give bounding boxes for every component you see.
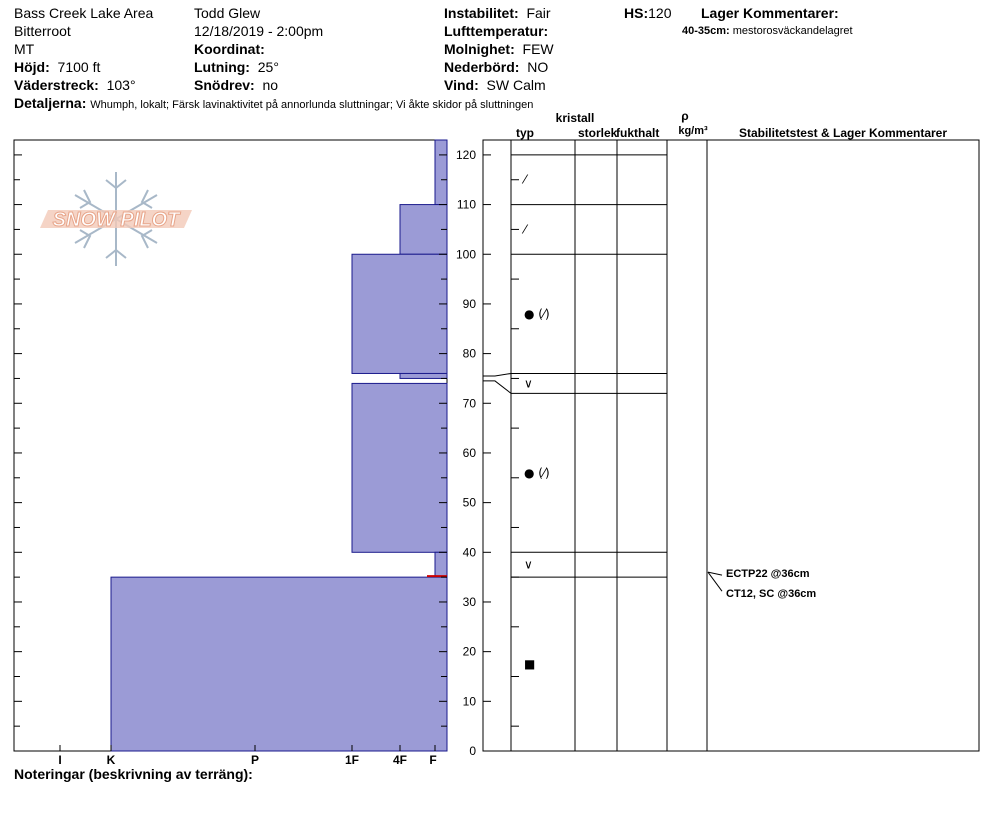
stability: Instabilitet: Fair bbox=[444, 4, 551, 22]
wind-label: Vind: bbox=[444, 77, 479, 93]
depth-label-50: 50 bbox=[463, 496, 477, 510]
notes-label: Noteringar (beskrivning av terräng): bbox=[14, 766, 253, 782]
slope-value: 25° bbox=[257, 59, 279, 75]
elevation: Höjd: 7100 ft bbox=[14, 58, 100, 76]
grain-table-frame bbox=[482, 139, 980, 752]
aspect-value: 103° bbox=[106, 77, 136, 93]
state: MT bbox=[14, 41, 35, 57]
column-header-tests: Stabilitetstest & Lager Kommentarer bbox=[739, 126, 947, 140]
hardness-label-F: F bbox=[429, 753, 436, 767]
details-label: Detaljerna: bbox=[14, 95, 87, 111]
precipitation: Nederbörd: NO bbox=[444, 58, 548, 76]
air-temperature: Lufttemperatur: bbox=[444, 22, 548, 40]
sky-cover: Molnighet: FEW bbox=[444, 40, 554, 58]
test-pointer-2 bbox=[707, 571, 723, 592]
column-header-crystal: kristall bbox=[556, 111, 595, 125]
logo-banner bbox=[40, 210, 192, 228]
precip-value: NO bbox=[527, 59, 549, 75]
grain-type-symbol-6: ■ bbox=[524, 657, 535, 671]
hardness-label-P: P bbox=[251, 753, 259, 767]
depth-label-10: 10 bbox=[463, 694, 477, 708]
layer-comment: 40-35cm: mestorosväckandelagret bbox=[682, 22, 853, 40]
layer-comments-title: Lager Kommentarer: bbox=[701, 5, 839, 21]
layer-comment-depth: 40-35cm: bbox=[682, 25, 730, 37]
column-header-rho: ρ bbox=[681, 109, 688, 123]
aspect-label: Väderstreck: bbox=[14, 77, 99, 93]
depth-label-100: 100 bbox=[456, 247, 476, 261]
elevation-value: 7100 ft bbox=[57, 59, 101, 75]
observer: Todd Glew bbox=[194, 5, 261, 21]
sky-label: Molnighet: bbox=[444, 41, 515, 57]
slope: Lutning: 25° bbox=[194, 58, 279, 76]
test-result-1: CT12, SC @36cm bbox=[726, 588, 816, 600]
range: Bitterroot bbox=[14, 23, 71, 39]
aspect: Väderstreck: 103° bbox=[14, 76, 136, 94]
grain-type-symbol-5: ∨ bbox=[524, 558, 533, 572]
depth-label-120: 120 bbox=[456, 148, 476, 162]
coordinate-label: Koordinat: bbox=[194, 41, 265, 57]
wind-value: SW Calm bbox=[486, 77, 546, 93]
depth-label-80: 80 bbox=[463, 347, 477, 361]
hardness-label-1F: 1F bbox=[345, 753, 359, 767]
location: Bass Creek Lake Area bbox=[14, 5, 154, 21]
precip-label: Nederbörd: bbox=[444, 59, 520, 75]
depth-label-0: 0 bbox=[469, 744, 476, 758]
hardness-label-I: I bbox=[58, 753, 61, 767]
depth-label-30: 30 bbox=[463, 595, 477, 609]
drift: Snödrev: no bbox=[194, 76, 278, 94]
grain-type-symbol-0: ⁄ bbox=[521, 173, 529, 187]
hardness-label-4F: 4F bbox=[393, 753, 407, 767]
stability-label: Instabilitet: bbox=[444, 5, 519, 21]
depth-label-20: 20 bbox=[463, 645, 477, 659]
depth-label-40: 40 bbox=[463, 545, 477, 559]
depth-label-110: 110 bbox=[457, 198, 476, 212]
hardness-layer-2 bbox=[351, 253, 448, 374]
column-header-type: typ bbox=[516, 126, 534, 140]
air-temperature-label: Lufttemperatur: bbox=[444, 23, 549, 39]
drift-value: no bbox=[262, 77, 279, 93]
hs-value: 120 bbox=[648, 5, 672, 21]
depth-label-70: 70 bbox=[463, 396, 477, 410]
grain-type-symbol-2: ● (⁄) bbox=[524, 307, 550, 321]
column-header-density-unit: kg/m³ bbox=[678, 125, 708, 137]
details-text: Whumph, lokalt; Färsk lavinaktivitet på … bbox=[90, 99, 534, 111]
depth-label-60: 60 bbox=[463, 446, 477, 460]
grain-type-symbol-3: ∨ bbox=[524, 376, 533, 390]
sky-value: FEW bbox=[522, 41, 554, 57]
hardness-layer-3 bbox=[399, 372, 448, 379]
test-pointer-1 bbox=[707, 571, 723, 576]
grain-type-symbol-4: ● (⁄) bbox=[524, 466, 550, 480]
coordinate: Koordinat: bbox=[194, 40, 265, 58]
depth-label-90: 90 bbox=[463, 297, 477, 311]
hardness-layer-6 bbox=[110, 576, 448, 752]
wind: Vind: SW Calm bbox=[444, 76, 546, 94]
hs-label: HS: bbox=[624, 5, 649, 21]
logo-text: SNOW PILOT bbox=[53, 209, 181, 231]
column-header-moisture: fukthalt bbox=[616, 126, 659, 140]
datetime: 12/18/2019 - 2:00pm bbox=[194, 23, 324, 39]
test-result-0: ECTP22 @36cm bbox=[726, 568, 810, 580]
column-header-size: storlek bbox=[578, 126, 618, 140]
boundary-connector-upper bbox=[483, 372, 512, 377]
slope-label: Lutning: bbox=[194, 59, 250, 75]
hardness-layer-5 bbox=[434, 551, 448, 578]
details: Detaljerna: Whumph, lokalt; Färsk lavina… bbox=[14, 94, 533, 114]
elevation-label: Höjd: bbox=[14, 59, 50, 75]
hardness-layer-1 bbox=[399, 204, 448, 255]
boundary-connector-lower bbox=[483, 380, 512, 394]
grain-type-symbol-1: ⁄ bbox=[521, 222, 529, 236]
stability-value: Fair bbox=[526, 5, 551, 21]
drift-label: Snödrev: bbox=[194, 77, 255, 93]
hardness-layer-0 bbox=[434, 139, 448, 206]
layer-comment-text: mestorosväckandelagret bbox=[732, 25, 853, 37]
snow-height: HS:120 bbox=[624, 4, 671, 22]
snowpilot-logo: SNOW PILOT bbox=[40, 172, 192, 266]
hardness-label-K: K bbox=[107, 753, 116, 767]
hardness-layer-4 bbox=[351, 382, 448, 553]
